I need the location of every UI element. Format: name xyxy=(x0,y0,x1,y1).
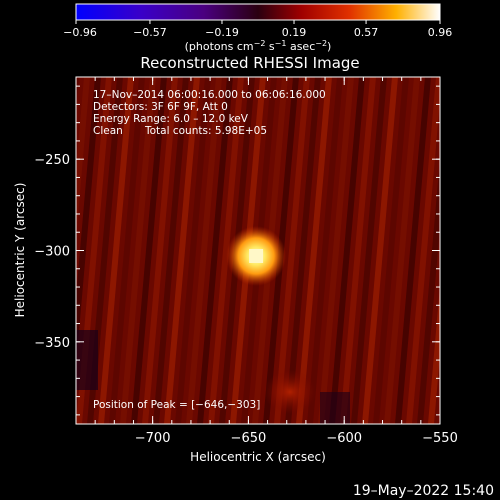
annotation-clean: Clean xyxy=(93,125,123,137)
y-tick-label: −300 xyxy=(34,245,70,260)
heatmap-stripe xyxy=(131,77,167,424)
annotation-detectors: Detectors: 3F 6F 9F, Att 0 xyxy=(93,101,228,113)
x-axis-label: Heliocentric X (arcsec) xyxy=(190,450,326,464)
y-axis-ticks xyxy=(76,85,440,416)
chart-title: Reconstructed RHESSI Image xyxy=(140,54,359,72)
heatmap-stripe xyxy=(307,77,343,424)
y-axis-label: Heliocentric Y (arcsec) xyxy=(13,183,27,318)
peak-core xyxy=(249,248,264,263)
x-axis-ticks xyxy=(75,77,441,424)
heatmap-stripe xyxy=(98,77,134,424)
y-tick-label: −250 xyxy=(34,153,70,168)
colorbar xyxy=(75,3,441,21)
heatmap-stripe xyxy=(351,77,387,424)
dark-region xyxy=(76,330,98,390)
heatmap-stripe xyxy=(76,77,101,367)
x-tick-label: −650 xyxy=(231,431,267,446)
heatmap-stripe xyxy=(329,77,365,424)
colorbar-tick-label: 0.96 xyxy=(428,26,453,39)
colorbar-tick-label: −0.57 xyxy=(133,26,167,39)
heatmap-stripe xyxy=(208,77,244,424)
annotation-peak-position: Position of Peak = [−646,−303] xyxy=(93,399,260,411)
heatmap-stripe xyxy=(373,77,409,424)
colorbar-units: (photons cm−2 s−1 asec−2) xyxy=(185,39,332,53)
y-axis-tick-labels: −250 −300 −350 xyxy=(34,153,70,351)
heatmap-stripe xyxy=(197,77,233,424)
heatmap-stripe xyxy=(362,77,398,424)
heatmap-stripe xyxy=(175,77,211,424)
heatmap-stripe xyxy=(395,77,431,424)
heatmap-stripe xyxy=(285,77,321,424)
heatmap-stripe xyxy=(439,412,440,424)
heatmap-stripe xyxy=(142,77,178,424)
heatmap-stripe xyxy=(318,77,354,424)
x-tick-label: −550 xyxy=(422,431,458,446)
heatmap-stripe xyxy=(153,77,189,424)
colorbar-tick-label: 0.19 xyxy=(282,26,307,39)
colorbar-tick-label: −0.19 xyxy=(205,26,239,39)
annotation-time-range: 17–Nov–2014 06:00:16.000 to 06:06:16.000 xyxy=(93,89,326,101)
annotation-energy-range: Energy Range: 6.0 – 12.0 keV xyxy=(93,113,249,125)
colorbar-ticks xyxy=(75,20,441,24)
colorbar-tick-label: −0.96 xyxy=(63,26,97,39)
dark-region-2 xyxy=(320,392,350,424)
x-tick-label: −700 xyxy=(135,431,171,446)
footer-timestamp: 19–May–2022 15:40 xyxy=(353,483,494,499)
heatmap-stripe xyxy=(120,77,156,424)
annotation-total-counts: Total counts: 5.98E+05 xyxy=(144,125,267,137)
y-tick-label: −350 xyxy=(34,336,70,351)
x-tick-label: −600 xyxy=(326,431,362,446)
heatmap-stripe xyxy=(164,77,200,424)
heatmap-stripe xyxy=(417,157,440,424)
heatmap-stripe xyxy=(296,77,332,424)
heatmap-image xyxy=(76,77,440,424)
colorbar-tick-labels: −0.96 −0.57 −0.19 0.19 0.57 0.96 xyxy=(63,26,452,39)
heatmap-stripe xyxy=(340,77,376,424)
heatmap-stripe xyxy=(186,77,222,424)
heatmap-stripe xyxy=(406,77,440,424)
heatmap-stripe xyxy=(76,77,90,239)
heatmap-stripe xyxy=(274,77,310,424)
x-axis-tick-labels: −700 −650 −600 −550 xyxy=(135,431,458,446)
secondary-source xyxy=(264,370,316,414)
heatmap-stripe xyxy=(384,77,420,424)
heatmap-stripe xyxy=(428,285,440,424)
colorbar-tick-label: 0.57 xyxy=(354,26,379,39)
heatmap-stripe xyxy=(109,77,145,424)
